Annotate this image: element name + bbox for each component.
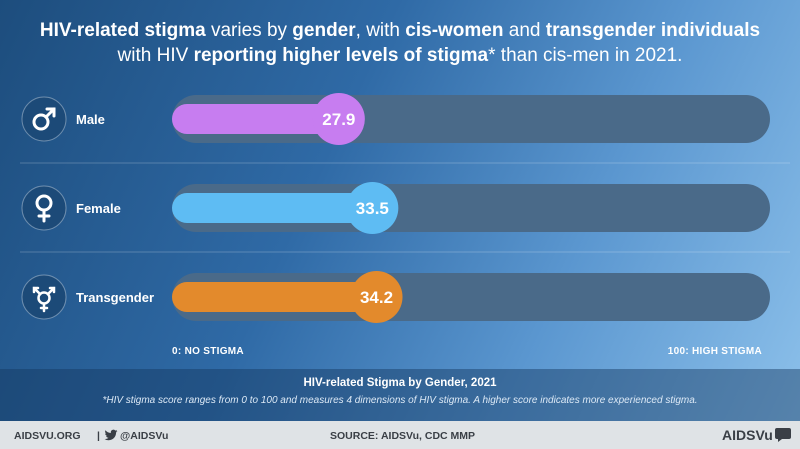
bar <box>172 193 373 223</box>
category-label: Transgender <box>76 290 154 305</box>
headline-fragment: reporting higher levels of stigma <box>193 45 489 66</box>
male-symbol-icon <box>32 107 56 131</box>
row-icon-badge <box>21 274 67 320</box>
transgender-symbol-icon <box>32 286 56 313</box>
headline-fragment: transgender individuals <box>545 20 761 41</box>
footer-brand-logo: AIDSVu <box>722 427 773 443</box>
headline-fragment: HIV-related stigma <box>39 20 206 41</box>
row-icon-badge <box>21 96 67 142</box>
headline-fragment: * than cis-men in 2021. <box>488 45 683 66</box>
category-label: Female <box>76 201 121 216</box>
footer-source: SOURCE: AIDSVu, CDC MMP <box>330 430 476 442</box>
headline-fragment: varies by <box>205 20 293 41</box>
value-bubble <box>312 93 365 145</box>
bar <box>172 282 377 312</box>
caption-band <box>0 369 800 421</box>
stigma-bar-chart: Male 27.9 Female 33.5 Transgender 34.2 0: NO S… <box>21 93 770 357</box>
value-bubble <box>350 271 403 323</box>
data-label: 33.5 <box>356 199 389 218</box>
footer: AIDSVU.ORG | @AIDSVu SOURCE: AIDSVu, CDC… <box>0 421 800 449</box>
footer-separator: | <box>97 430 100 442</box>
axis-max-label: 100: HIGH STIGMA <box>668 346 762 357</box>
data-label: 27.9 <box>322 110 355 129</box>
axis-min-label: 0: NO STIGMA <box>172 346 244 357</box>
footer-twitter-handle[interactable]: @AIDSVu <box>120 430 169 442</box>
headline: HIV-related stigma varies by gender, wit… <box>0 18 800 68</box>
bar <box>172 104 339 134</box>
twitter-icon <box>104 429 118 441</box>
data-label: 34.2 <box>360 288 393 307</box>
chart-caption-note: *HIV stigma score ranges from 0 to 100 a… <box>102 395 698 406</box>
chart-caption-title: HIV-related Stigma by Gender, 2021 <box>303 377 497 389</box>
headline-fragment: with HIV <box>117 45 194 66</box>
female-symbol-cross <box>37 208 51 223</box>
male-symbol-arrow <box>44 107 56 119</box>
row-icon-badge <box>21 185 67 231</box>
headline-fragment: and <box>503 20 546 41</box>
female-symbol-icon <box>35 194 53 223</box>
headline-line-2: with HIV reporting higher levels of stig… <box>0 43 800 68</box>
male-symbol-ring <box>32 113 50 131</box>
footer-site-link[interactable]: AIDSVU.ORG <box>14 430 81 442</box>
infographic-panel: HIV-related stigma varies by gender, wit… <box>0 0 800 421</box>
headline-fragment: , with <box>355 20 406 41</box>
headline-fragment: gender <box>292 20 356 41</box>
transgender-symbol-strokes <box>32 286 56 313</box>
headline-line-1: HIV-related stigma varies by gender, wit… <box>0 18 800 43</box>
value-bubble <box>346 182 399 234</box>
headline-fragment: cis-women <box>405 20 504 41</box>
brand-logo-icon <box>775 428 791 442</box>
category-label: Male <box>76 112 105 127</box>
